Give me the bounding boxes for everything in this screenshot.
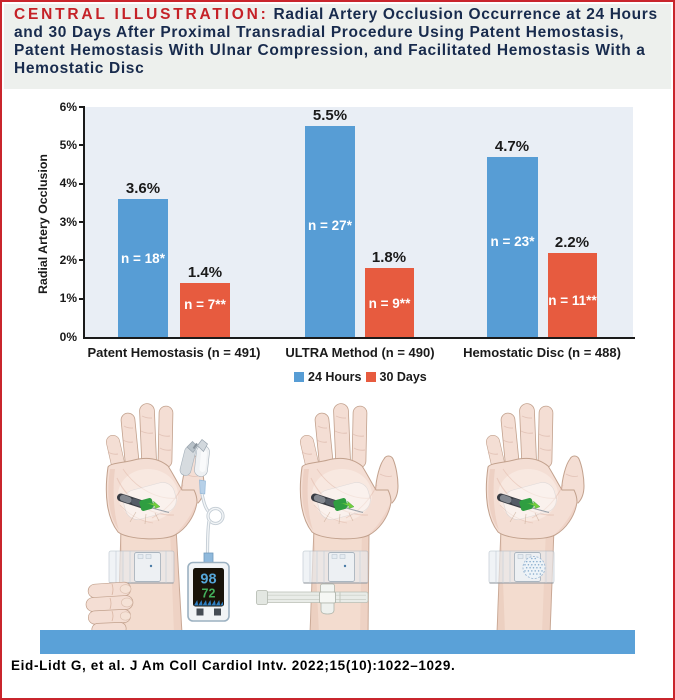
svg-text:72: 72 [202,587,216,601]
svg-text:98: 98 [200,572,216,588]
